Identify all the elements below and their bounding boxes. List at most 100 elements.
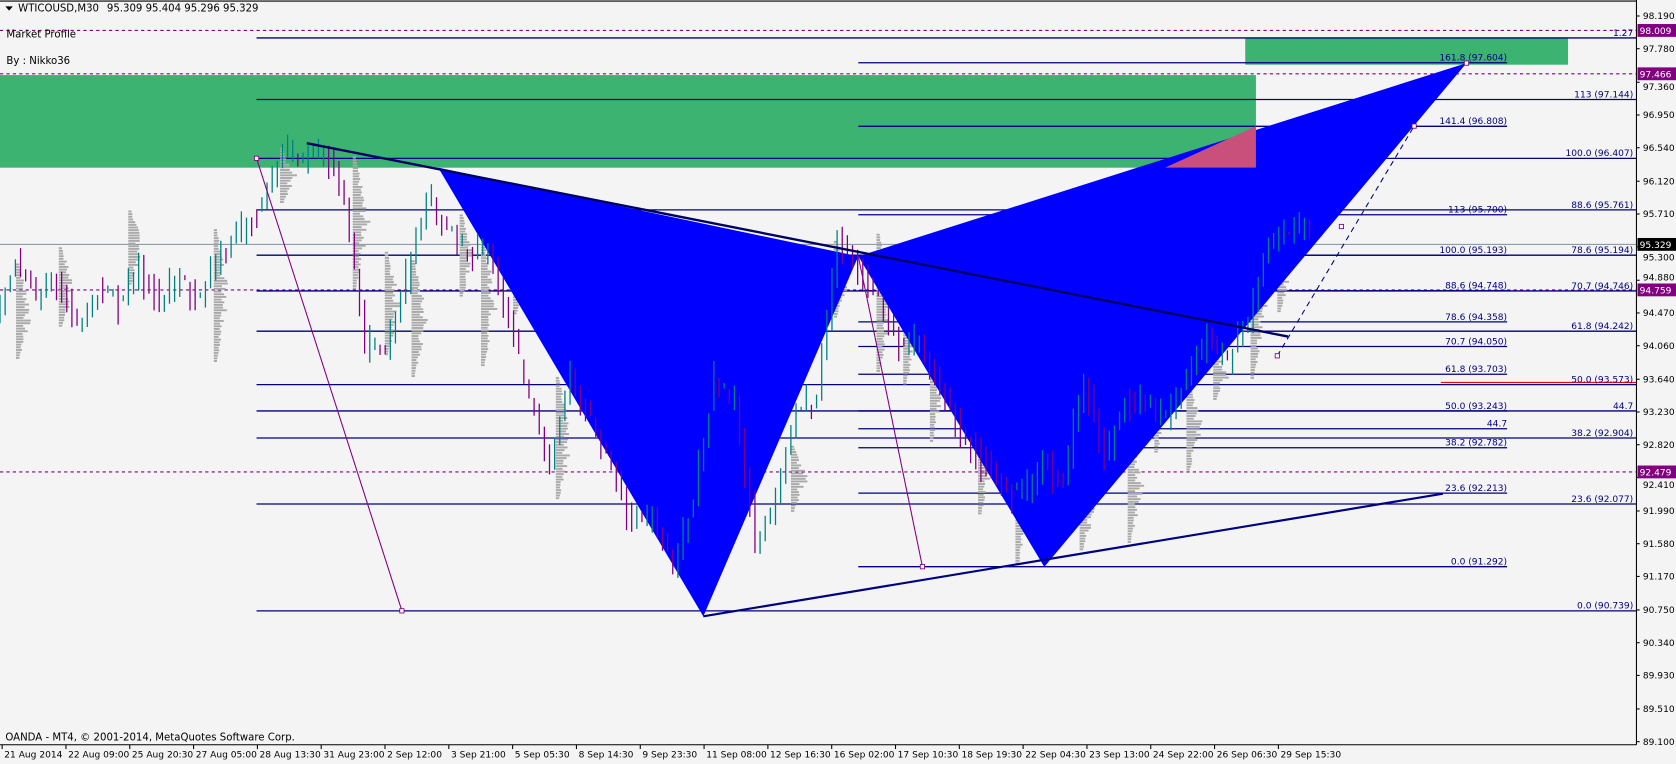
fib-label-inner: 78.6 (94.358) [1445, 313, 1507, 323]
market-profile-bar [480, 350, 488, 353]
market-profile-bar [213, 336, 219, 338]
market-profile-bar [352, 242, 360, 245]
market-profile-bar [58, 297, 69, 300]
market-profile-bar [352, 183, 358, 186]
market-profile-bar [384, 267, 391, 270]
fib-label-inner: 141.4 (96.808) [1439, 117, 1507, 127]
anchor-handle[interactable] [919, 564, 926, 570]
market-profile-bar [352, 266, 359, 269]
market-profile-bar [352, 271, 359, 274]
market-profile-bar [352, 228, 367, 231]
anchor-handle[interactable] [1411, 123, 1417, 129]
market-profile-bar [128, 269, 135, 272]
market-profile-bar [1127, 506, 1136, 509]
pattern-triangle-xab[interactable] [438, 167, 859, 617]
market-profile-bar [352, 268, 361, 271]
market-profile-bar [411, 265, 416, 268]
supply-zone[interactable] [0, 75, 1256, 168]
market-profile-bar [555, 454, 570, 457]
market-profile-bar [480, 281, 493, 284]
projection-line-2[interactable] [857, 256, 923, 567]
market-profile-bar [16, 356, 20, 359]
market-profile-bar [480, 278, 492, 281]
market-profile-bar [833, 307, 839, 310]
market-profile-bar [280, 169, 290, 171]
market-profile-bar [555, 494, 560, 497]
market-profile-bar [213, 314, 222, 317]
market-profile-bar [555, 401, 563, 403]
projection-line-1[interactable] [256, 158, 403, 612]
pattern-triangle-bcd[interactable] [858, 63, 1467, 567]
market-profile-bar [213, 322, 220, 325]
trendline-upper[interactable] [306, 142, 1289, 338]
market-profile-bar [213, 250, 221, 253]
market-profile-bar [876, 324, 883, 327]
market-profile-bar [555, 425, 568, 428]
market-profile-bar [128, 274, 134, 277]
market-profile-bar [1186, 428, 1200, 431]
supply-zone[interactable] [1245, 38, 1569, 65]
trendlines-layer[interactable] [253, 60, 1470, 618]
market-profile-bar [1250, 336, 1262, 339]
market-profile-bar [876, 353, 884, 356]
market-profile-bar [128, 223, 137, 226]
anchor-handle[interactable] [1338, 223, 1345, 230]
market-profile-bar [352, 215, 364, 218]
market-profile-bar [128, 234, 140, 237]
market-profile-bar [929, 437, 934, 440]
market-profile-bar [213, 311, 222, 314]
market-profile-bar [978, 499, 985, 501]
market-profile-bar [790, 496, 798, 499]
market-profile-bar [1277, 307, 1282, 310]
market-profile-bar [459, 286, 466, 289]
market-profile-bar [411, 305, 421, 308]
anchor-handle[interactable] [1274, 353, 1280, 359]
market-profile-bar [555, 497, 560, 500]
anchor-handle[interactable] [253, 155, 260, 161]
market-profile-bar [128, 263, 140, 266]
market-profile-bar [1250, 363, 1257, 366]
market-profile-bar [213, 245, 219, 248]
trendline-lower[interactable] [703, 492, 1444, 618]
market-profile-bar [411, 302, 421, 305]
market-profile-bar [352, 287, 357, 290]
market-profile-bar [555, 430, 566, 433]
market-profile-bar [16, 306, 25, 309]
market-profile-bar [1250, 355, 1258, 358]
fib-label-inner: 161.8 (97.604) [1439, 54, 1507, 64]
dropdown-triangle-icon[interactable] [5, 6, 13, 11]
market-profile-bar [352, 210, 366, 213]
market-profile-bar [280, 198, 285, 201]
anchor-handle[interactable] [1463, 60, 1470, 66]
projection-dashed-line[interactable] [1276, 125, 1415, 357]
market-profile-bar [213, 330, 222, 333]
market-profile-bar [790, 480, 808, 483]
market-profile-bar [16, 308, 30, 311]
fib-label-outer: 70.7 (94.746) [1571, 282, 1633, 292]
market-profile-bar [459, 281, 466, 284]
market-profile-bar [1213, 384, 1220, 387]
market-profile-bar [16, 311, 29, 314]
indicator-author: By : Nikko36 [6, 56, 70, 67]
market-profile-bar [1079, 529, 1089, 532]
market-profile-bar [480, 324, 490, 327]
anchor-handle[interactable] [399, 608, 405, 614]
market-profile-bar [213, 301, 225, 304]
market-profile-bar [352, 223, 368, 226]
market-profile-bar [58, 300, 70, 303]
market-profile-bar [1277, 296, 1283, 299]
market-profile-bar [352, 284, 357, 287]
market-profile-bar [1213, 371, 1227, 374]
y-tick-label: 97.780 [1643, 45, 1675, 55]
market-profile-bar [833, 312, 838, 315]
market-profile-bar [384, 331, 394, 334]
y-tick-label: 96.120 [1643, 177, 1675, 187]
x-tick-label: 17 Sep 10:30 [898, 751, 959, 761]
market-profile-bar [480, 348, 489, 351]
market-profile-bar [352, 212, 361, 215]
market-profile-bar [128, 215, 133, 218]
market-profile-bar [555, 422, 569, 425]
market-profile-bar [555, 470, 565, 473]
